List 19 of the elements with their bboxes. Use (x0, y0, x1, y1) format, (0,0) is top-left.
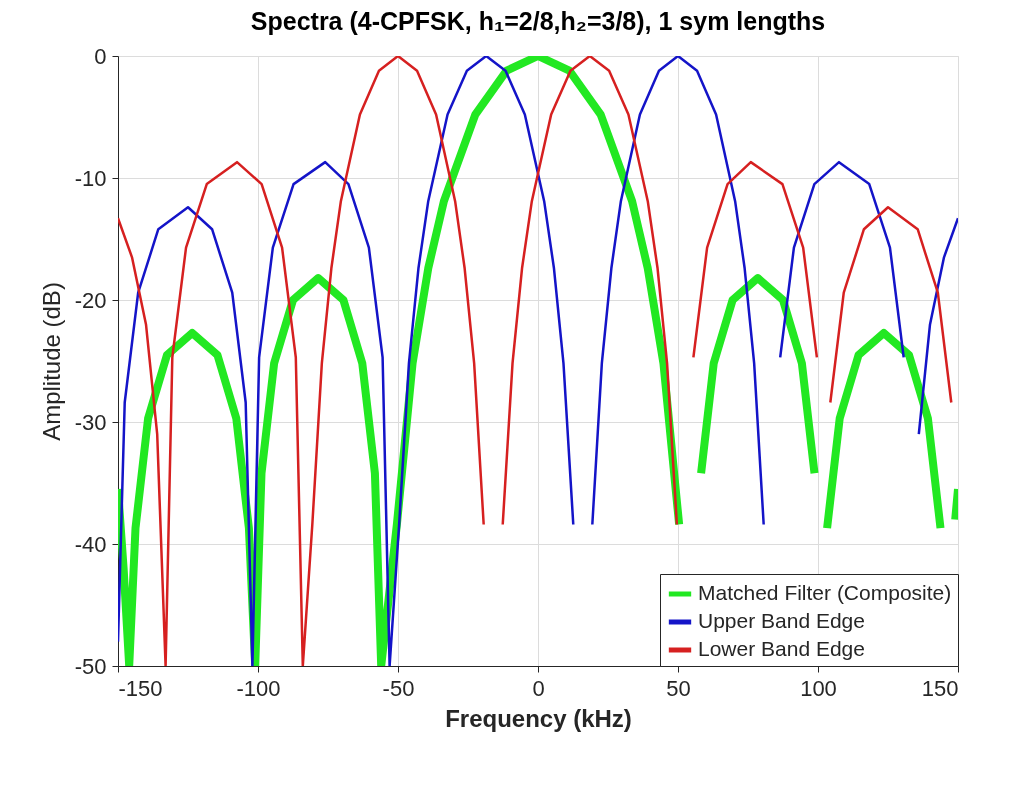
y-tick-label: -10 (74, 165, 107, 191)
x-axis-title: Frequency (kHz) (445, 704, 632, 732)
x-tick-label: -50 (382, 675, 415, 701)
legend-label: Upper Band Edge (698, 609, 865, 632)
legend-label: Lower Band Edge (698, 637, 865, 660)
x-tick-label: 150 (921, 675, 959, 701)
y-tick-label: 0 (94, 43, 107, 69)
y-tick-label: -50 (74, 653, 107, 679)
x-tick-label: -100 (236, 675, 281, 701)
y-tick-label: -40 (74, 531, 107, 557)
x-tick-label: 0 (532, 675, 545, 701)
y-tick-label: -20 (74, 287, 107, 313)
y-axis-title: Amplitude (dB) (37, 282, 65, 441)
x-tick-label: -150 (118, 675, 163, 701)
y-tick-label: -30 (74, 409, 107, 435)
legend-label: Matched Filter (Composite) (698, 581, 952, 604)
chart-title: Spectra (4-CPFSK, h₁=2/8,h₂=3/8), 1 sym lengths (250, 7, 826, 35)
x-tick-label: 50 (666, 675, 691, 701)
x-tick-label: 100 (800, 675, 837, 701)
